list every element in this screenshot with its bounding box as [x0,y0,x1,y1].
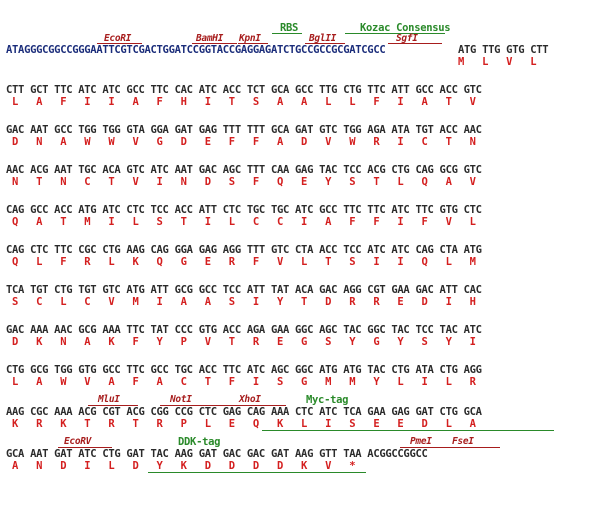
aa-row-10: K R K T R T R P L E Q K L I S E E D L A [6,418,476,430]
dna-row-11: GCA AAT GAT ATC CTG GAT TAC AAG GAT GAC … [6,448,428,460]
bamhi-label: BamHI [196,33,224,44]
header-sequence: ATAGGGCGGCCGGGAATTCGTCGACTGGATCCGGTACCGA… [6,44,386,56]
xhoi-underline [236,405,286,406]
aa-row-4: Q A T M I L S T I L C C I A F F I F V L [6,216,476,228]
myc-tag-label: Myc-tag [306,394,349,406]
aa-row-3: N T N C T V I N D S F Q E Y S T L Q A V [6,176,476,188]
sgfi-label: SgfI [396,33,418,44]
aa-row-2: D N A W W V G D E F F A D V W R I C T N [6,136,476,148]
bamhi-underline [192,43,237,44]
dna-row-8: CTG GCG TGG GTG GCC TTC GCC TGC ACC TTC … [6,364,482,376]
xhoi-label: XhoI [239,394,261,405]
aa-row-7: D K N A K F Y P V T R E G S Y G Y S Y I [6,336,476,348]
noti-underline [160,405,236,406]
pmei-underline [400,447,450,448]
aa-row-8: L A W V A F A C T F I S G M M Y L I L R [6,376,476,388]
fsei-underline [450,447,500,448]
bglii-label: BglII [309,33,337,44]
dna-row-3: AAC ACG AAT TGC ACA GTC ATC AAT GAC AGC … [6,164,482,176]
ddk-tag-underline [148,472,366,473]
noti-label: NotI [170,394,192,405]
dna-row-6: TCA TGT CTG TGT GTC ATG ATT GCG GCC TCC … [6,284,482,296]
header-amino-acids: M L V L [458,56,537,68]
dna-row-10: AAG CGC AAA ACG CGT ACG CGG CCG CTC GAG … [6,406,482,418]
sgfi-underline [388,43,442,44]
rbs-underline [272,33,302,34]
aa-row-11: A N D I L D Y K D D D D K V * [6,460,356,472]
kozac-underline [345,33,445,34]
fsei-label: FseI [452,436,474,447]
ddk-tag-label: DDK-tag [178,436,221,448]
dna-row-1: CTT GCT TTC ATC ATC GCC TTC CAC ATC ACC … [6,84,482,96]
header-codons: ATG TTG GTG CTT [458,44,549,56]
pmei-label: PmeI [410,436,432,447]
bglii-underline [305,43,345,44]
kpni-label: KpnI [239,33,261,44]
mlui-label: MluI [98,394,120,405]
ecori-label: EcoRI [104,33,132,44]
ecori-underline [97,43,142,44]
ecorv-underline [58,447,112,448]
dna-row-2: GAC AAT GCC TGG TGG GTA GGA GAT GAG TTT … [6,124,482,136]
aa-row-1: L A F I I A F H I T S A A L L F I A T V [6,96,476,108]
mlui-underline [88,405,138,406]
myc-tag-underline [262,430,554,431]
kozac-label: Kozac Consensus [360,22,451,34]
dna-row-4: CAG GCC ACC ATG ATC CTC TCC ACC ATT CTC … [6,204,482,216]
rbs-label: RBS [280,22,299,34]
aa-row-6: S C L C V M I A A S I Y T D R R E D I H [6,296,476,308]
dna-row-7: GAC AAA AAC GCG AAA TTC TAT CCC GTG ACC … [6,324,482,336]
ecorv-label: EcoRV [64,436,92,447]
kpni-underline [238,43,268,44]
aa-row-5: Q L F R L K Q G E R F V L T S I I Q L M [6,256,476,268]
dna-row-5: CAG CTC TTC CGC CTG AAG CAG GGA GAG AGG … [6,244,482,256]
